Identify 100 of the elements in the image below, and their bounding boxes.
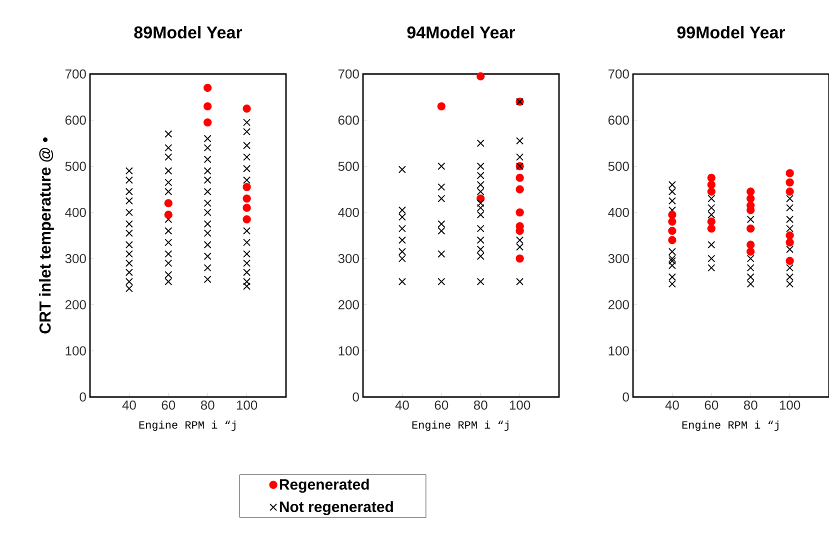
- point: [204, 84, 212, 92]
- y-tick-label: 0: [80, 392, 86, 402]
- point: [786, 238, 794, 247]
- y-tick-label: 300: [338, 254, 359, 264]
- point: [516, 137, 524, 145]
- point: [516, 153, 524, 161]
- point: [243, 259, 251, 267]
- y-tick-label: 400: [338, 208, 359, 218]
- point: [476, 246, 484, 254]
- point: [125, 167, 133, 175]
- point: [786, 188, 794, 196]
- legend-label: Not regenerated: [280, 501, 393, 516]
- x-tick-label: 40: [395, 400, 409, 410]
- point: [476, 199, 484, 207]
- x-tick-label: 100: [510, 400, 530, 410]
- y-tick-label: 200: [338, 300, 359, 310]
- y-tick-label: 200: [608, 300, 629, 310]
- point: [125, 188, 133, 196]
- point: [668, 197, 676, 205]
- y-tick-label: 0: [622, 392, 629, 402]
- point: [164, 188, 172, 196]
- point: [746, 254, 754, 262]
- point: [437, 102, 446, 110]
- point: [668, 262, 676, 270]
- point: [786, 246, 794, 254]
- point: [438, 183, 446, 191]
- point: [164, 216, 172, 224]
- x-tick-label: 80: [200, 400, 214, 410]
- point: [204, 240, 212, 248]
- point: [708, 194, 716, 202]
- point: [125, 176, 133, 184]
- y-tick-label: 600: [65, 116, 86, 125]
- point: [786, 280, 794, 288]
- point: [204, 167, 212, 175]
- point: [476, 204, 484, 212]
- point: [516, 236, 524, 244]
- point: [125, 284, 133, 292]
- point: [476, 236, 484, 244]
- point: [164, 167, 172, 175]
- point: [707, 188, 716, 196]
- y-tick-label: 600: [608, 116, 629, 125]
- point: [438, 250, 446, 258]
- point: [243, 128, 251, 136]
- point: [786, 224, 794, 232]
- point: [242, 215, 251, 224]
- x-tick-label: 40: [122, 400, 136, 410]
- chart-title: 94Model Year: [407, 26, 516, 38]
- y-tick-label: 400: [608, 208, 629, 218]
- x-tick-label: 60: [704, 400, 718, 410]
- point: [668, 280, 676, 288]
- point: [668, 188, 676, 196]
- point: [516, 278, 524, 286]
- point: [243, 153, 251, 161]
- point: [125, 278, 133, 286]
- point: [476, 162, 484, 170]
- point: [786, 231, 794, 240]
- point: [516, 174, 524, 182]
- point: [708, 254, 716, 262]
- point: [204, 252, 212, 260]
- point: [242, 104, 251, 113]
- point: [243, 250, 251, 258]
- point: [164, 130, 172, 138]
- point: [164, 250, 172, 258]
- y-tick-label: 300: [608, 254, 629, 264]
- point: [398, 213, 406, 221]
- point: [476, 224, 484, 232]
- point: [204, 144, 212, 152]
- point: [707, 224, 716, 233]
- point: [438, 194, 446, 202]
- point: [786, 264, 794, 272]
- point: [243, 238, 251, 246]
- point: [125, 250, 133, 258]
- point: [164, 178, 172, 186]
- point: [708, 210, 716, 218]
- point: [398, 236, 406, 244]
- point: [243, 282, 251, 290]
- point: [668, 210, 676, 219]
- point: [668, 273, 676, 281]
- y-tick-label: 500: [608, 162, 629, 171]
- point: [707, 180, 716, 189]
- point: [204, 264, 212, 272]
- point: [746, 248, 755, 256]
- y-tick-label: 400: [65, 208, 86, 218]
- point: [243, 118, 251, 126]
- point: [516, 208, 524, 217]
- point: [746, 273, 754, 281]
- point: [476, 278, 484, 286]
- point: [243, 142, 251, 150]
- point: [746, 280, 754, 288]
- x-tick-label: 80: [474, 400, 488, 410]
- y-tick-label: 600: [338, 116, 359, 125]
- x-tick-label: 100: [780, 400, 800, 410]
- point: [204, 188, 212, 196]
- point: [242, 204, 251, 212]
- point: [164, 210, 173, 219]
- y-tick-label: 500: [338, 162, 359, 171]
- x-axis-title: Engine RPM i “j: [412, 420, 508, 431]
- y-tick-label: 700: [608, 69, 629, 79]
- point: [204, 199, 212, 207]
- point: [516, 185, 524, 194]
